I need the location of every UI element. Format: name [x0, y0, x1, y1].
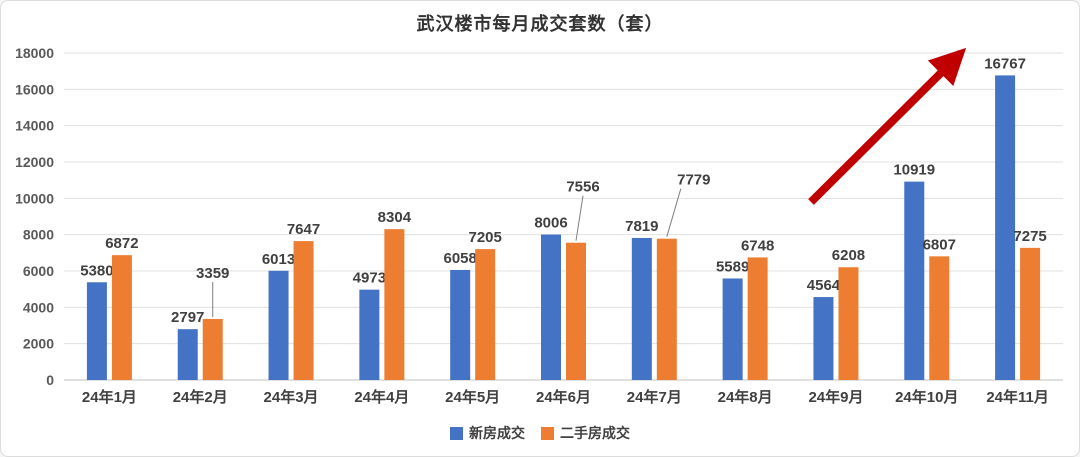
svg-text:4564: 4564	[807, 277, 841, 294]
svg-text:24年2月: 24年2月	[173, 388, 228, 406]
svg-text:6058: 6058	[443, 250, 476, 267]
legend-swatch-icon	[450, 426, 463, 440]
svg-text:7275: 7275	[1013, 228, 1046, 245]
svg-text:2797: 2797	[171, 309, 204, 326]
svg-text:2000: 2000	[23, 336, 54, 352]
svg-text:24年5月: 24年5月	[445, 388, 500, 406]
svg-text:24年6月: 24年6月	[536, 388, 591, 406]
svg-text:18000: 18000	[15, 45, 54, 61]
chart-legend: 新房成交 二手房成交	[1, 423, 1079, 443]
legend-item-1: 二手房成交	[541, 423, 630, 443]
svg-text:8006: 8006	[534, 215, 567, 232]
svg-text:24年4月: 24年4月	[354, 388, 409, 406]
svg-text:3359: 3359	[196, 265, 229, 282]
svg-text:7819: 7819	[625, 218, 658, 235]
svg-text:16000: 16000	[15, 81, 54, 97]
svg-text:6872: 6872	[105, 235, 138, 252]
legend-swatch-icon	[541, 426, 554, 440]
svg-text:10919: 10919	[893, 162, 935, 179]
chart-title: 武汉楼市每月成交套数（套）	[416, 14, 664, 34]
svg-text:7779: 7779	[677, 172, 710, 189]
svg-text:24年9月: 24年9月	[808, 388, 863, 406]
trend-arrow	[808, 47, 967, 205]
svg-text:24年10月: 24年10月	[895, 388, 958, 406]
svg-text:10000: 10000	[15, 190, 54, 206]
svg-text:14000: 14000	[15, 118, 54, 134]
svg-text:8304: 8304	[378, 209, 412, 226]
svg-text:4000: 4000	[23, 299, 54, 315]
svg-text:6013: 6013	[262, 251, 295, 268]
svg-text:24年11月: 24年11月	[986, 388, 1049, 406]
svg-text:7556: 7556	[566, 179, 599, 196]
svg-text:16767: 16767	[984, 55, 1026, 72]
svg-text:5589: 5589	[716, 258, 749, 275]
svg-text:5380: 5380	[80, 262, 113, 279]
svg-text:6208: 6208	[832, 247, 865, 264]
svg-text:6748: 6748	[741, 237, 774, 254]
svg-text:7647: 7647	[287, 221, 320, 238]
svg-text:24年3月: 24年3月	[264, 388, 319, 406]
legend-label: 二手房成交	[560, 425, 630, 441]
svg-text:12000: 12000	[15, 154, 54, 170]
svg-text:24年1月: 24年1月	[82, 388, 137, 406]
svg-text:24年8月: 24年8月	[718, 388, 773, 406]
legend-item-0: 新房成交	[450, 423, 525, 443]
svg-text:8000: 8000	[23, 227, 54, 243]
svg-text:24年7月: 24年7月	[627, 388, 682, 406]
svg-text:6000: 6000	[23, 263, 54, 279]
svg-text:7205: 7205	[468, 229, 501, 246]
svg-text:0: 0	[46, 372, 54, 388]
svg-text:6807: 6807	[923, 236, 956, 253]
legend-label: 新房成交	[469, 425, 525, 441]
svg-text:4973: 4973	[353, 270, 386, 287]
